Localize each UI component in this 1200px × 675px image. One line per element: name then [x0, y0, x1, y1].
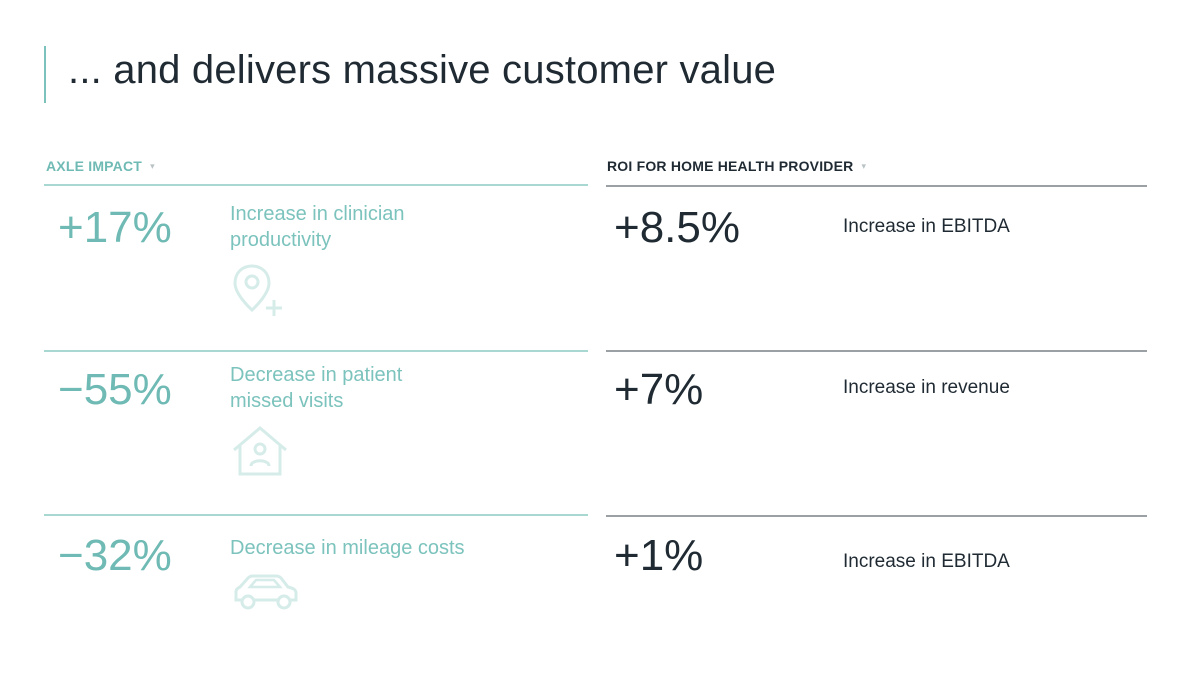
caret-down-icon: ▾: [861, 161, 867, 171]
impact-description: Increase in clinician productivity: [230, 201, 405, 253]
roi-value: +7%: [614, 365, 704, 414]
row-divider: [606, 515, 1147, 517]
roi-value: +8.5%: [614, 203, 740, 252]
roi-label: Increase in EBITDA: [843, 216, 1010, 237]
house-person-icon: [230, 424, 292, 478]
title-accent-bar: [44, 46, 46, 103]
impact-description-line: Decrease in mileage costs: [230, 537, 465, 559]
roi-header: ROI FOR HOME HEALTH PROVIDER ▾: [607, 158, 866, 174]
row-divider: [44, 514, 588, 516]
row-divider: [44, 350, 588, 352]
impact-description-line: missed visits: [230, 390, 344, 412]
impact-description-line: productivity: [230, 229, 332, 251]
axle-impact-header: AXLE IMPACT ▾: [46, 158, 155, 174]
roi-label: Increase in revenue: [843, 377, 1010, 398]
impact-description-line: Decrease in patient: [230, 364, 403, 386]
impact-description: Decrease in patient missed visits: [230, 362, 402, 414]
impact-value: −32%: [58, 531, 172, 580]
caret-down-icon: ▾: [150, 161, 155, 171]
roi-label: Increase in EBITDA: [843, 551, 1010, 572]
impact-description-line: Increase in clinician: [230, 203, 405, 225]
impact-value: +17%: [58, 203, 172, 252]
row-divider: [44, 184, 588, 186]
roi-header-label: ROI FOR HOME HEALTH PROVIDER: [607, 158, 854, 174]
row-divider: [606, 350, 1147, 352]
car-icon: [230, 572, 302, 612]
row-divider: [606, 185, 1147, 187]
impact-description: Decrease in mileage costs: [230, 535, 465, 561]
axle-impact-header-label: AXLE IMPACT: [46, 158, 143, 174]
page-title: ... and delivers massive customer value: [68, 48, 777, 92]
impact-value: −55%: [58, 365, 172, 414]
location-pin-plus-icon: [230, 262, 292, 320]
roi-value: +1%: [614, 531, 704, 580]
